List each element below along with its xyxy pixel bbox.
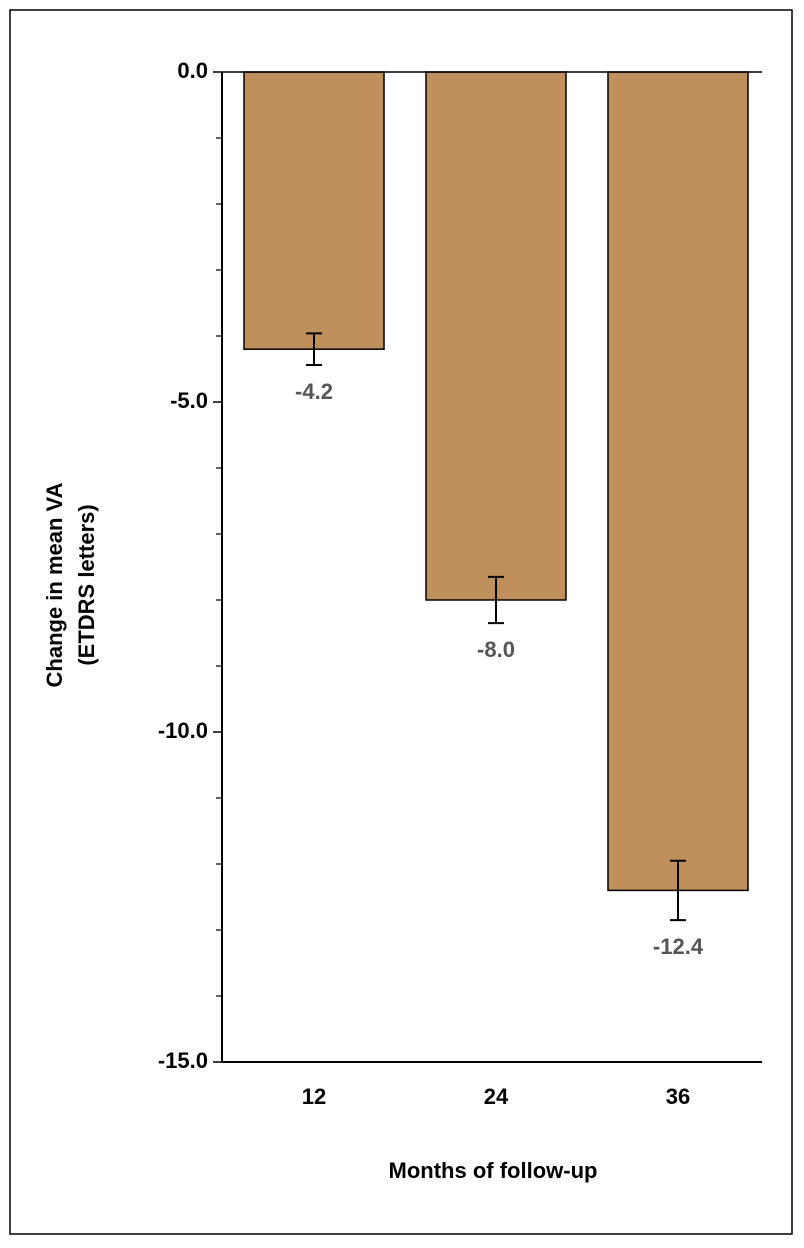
value-label: -4.2 — [295, 379, 333, 404]
error-bar — [488, 575, 504, 625]
x-tick-label: 36 — [666, 1084, 690, 1109]
y-axis-label: Change in mean VA — [42, 482, 67, 687]
axes — [221, 72, 762, 1063]
x-axis-label: Months of follow-up — [389, 1158, 598, 1183]
error-bar — [306, 332, 322, 367]
y-tick-label: -5.0 — [170, 388, 208, 413]
value-label: -12.4 — [653, 934, 704, 959]
x-tick-label: 12 — [302, 1084, 326, 1109]
bar — [425, 71, 567, 601]
x-tick-label: 24 — [484, 1084, 509, 1109]
y-axis-label: (ETDRS letters) — [74, 504, 99, 665]
y-tick-label: 0.0 — [177, 58, 208, 83]
y-tick-label: -15.0 — [158, 1048, 208, 1073]
value-label: -8.0 — [477, 637, 515, 662]
error-bar — [670, 859, 686, 922]
y-tick-label: -10.0 — [158, 718, 208, 743]
bar — [243, 71, 385, 350]
bar — [607, 71, 749, 892]
